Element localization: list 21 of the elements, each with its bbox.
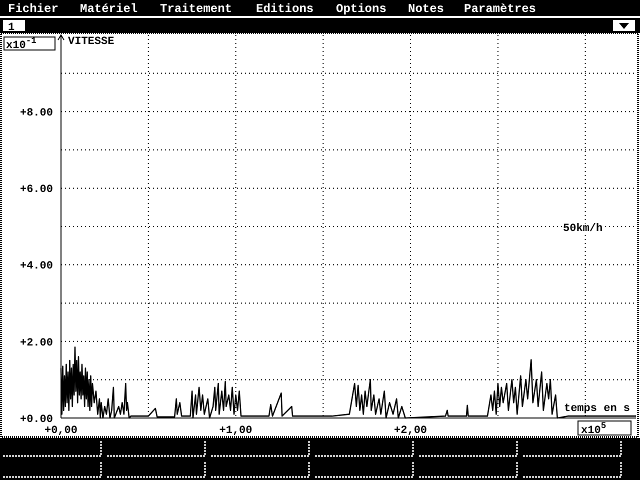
y-tick-label: +6.00 <box>20 184 53 196</box>
text: x10$^{-1}$ <box>6 36 36 52</box>
y-tick-label: +0.00 <box>20 414 53 426</box>
annotation: 50km/h <box>563 222 603 235</box>
text: Options <box>336 2 386 16</box>
y-tick-label: +4.00 <box>20 260 53 273</box>
text: Fichier <box>8 2 58 16</box>
text: Matériel <box>80 2 138 16</box>
text: Traitement <box>160 2 232 16</box>
x-tick-label: +0,00 <box>44 425 78 437</box>
y-tick-label: +2.00 <box>20 337 53 350</box>
y-axis-title: VITESSE <box>68 36 115 48</box>
x-tick-label: +1,00 <box>219 425 252 437</box>
y-tick-label: +8.00 <box>20 107 53 120</box>
text: Editions <box>256 2 314 16</box>
x-axis-title: temps en s <box>564 403 630 415</box>
x-tick-label: +2,00 <box>394 425 428 437</box>
text: Notes <box>408 2 444 16</box>
text: Paramètres <box>464 2 536 16</box>
text: 1 <box>8 22 15 34</box>
text: x10$^{5}$ <box>581 421 606 437</box>
